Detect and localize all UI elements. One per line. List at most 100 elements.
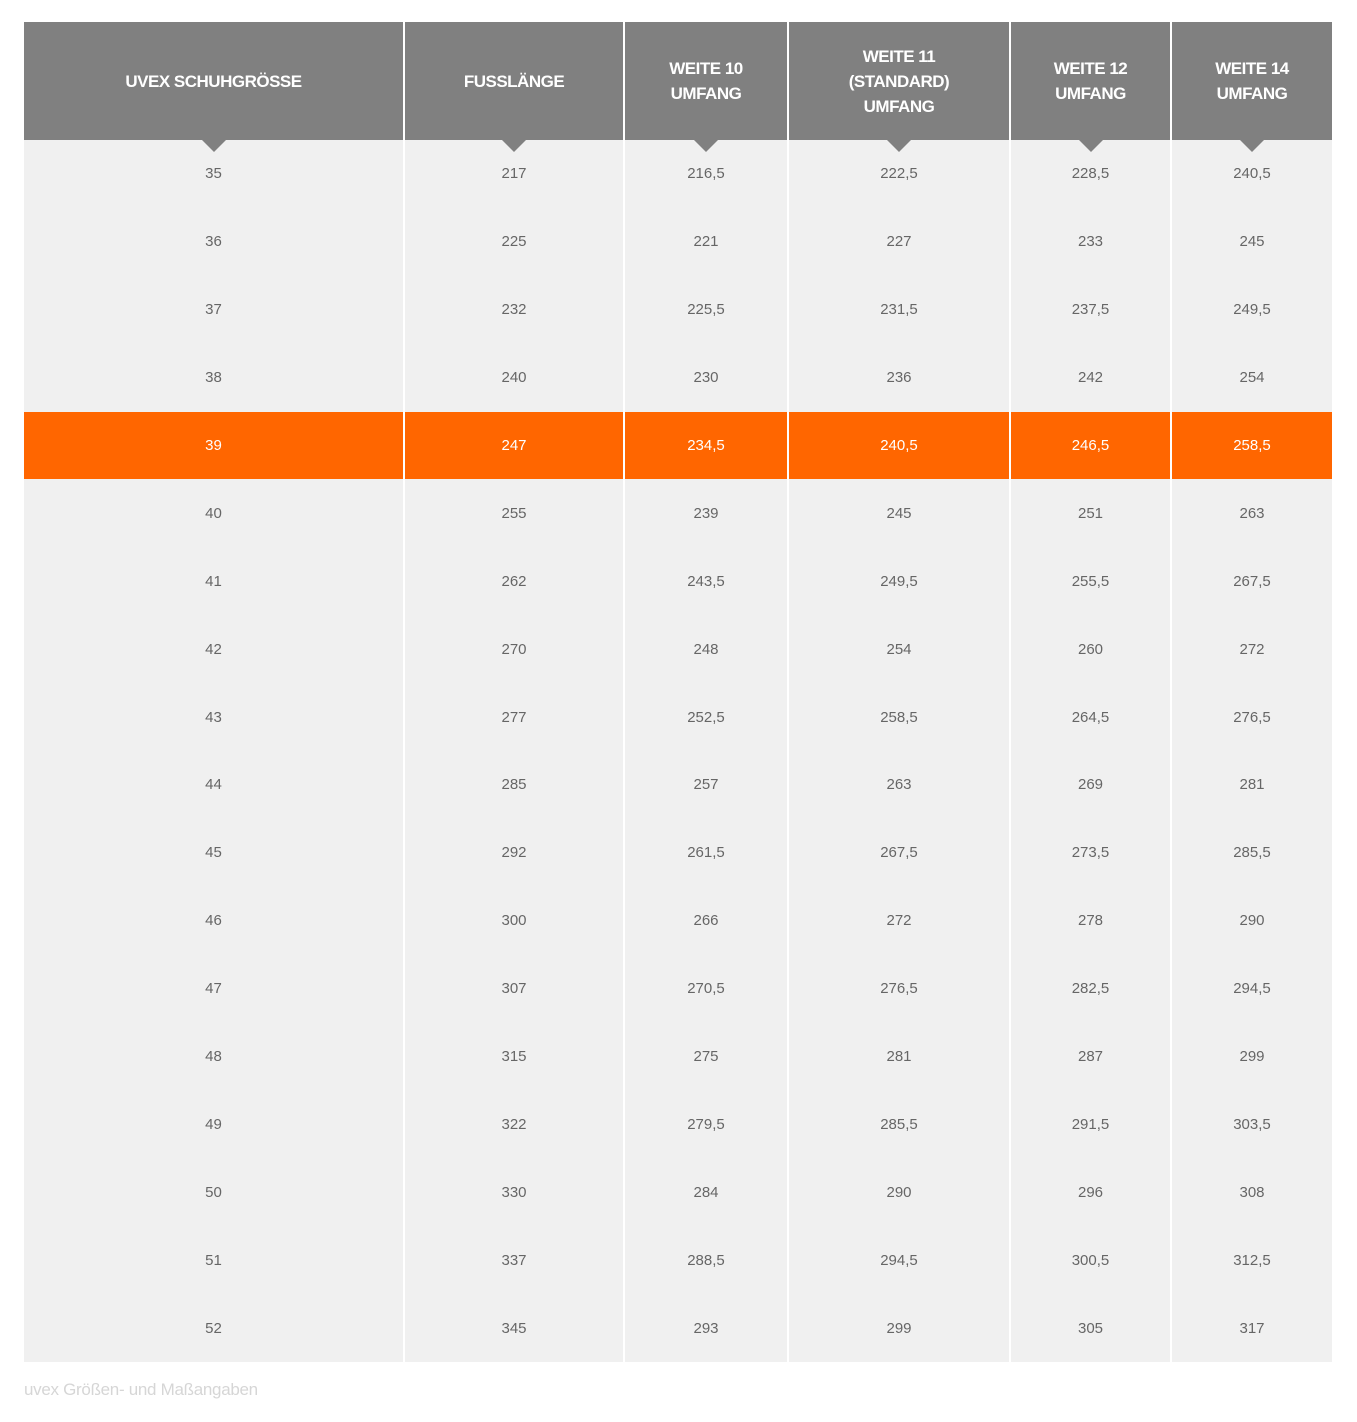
table-cell: 243,5 [623,547,788,616]
caret-down-icon [1240,140,1264,152]
column-header-foot-length: FUSSLÄNGE [403,22,624,152]
table-cell: 269 [1009,751,1171,819]
table-cell: 44 [24,751,404,819]
table-cell: 285 [403,751,624,819]
table-cell: 303,5 [1170,1090,1332,1159]
table-row: 48 315 275 281 287 299 [24,1022,1332,1091]
table-cell: 273,5 [1009,818,1171,887]
table-cell: 270 [403,615,624,684]
table-row: 40 255 239 245 251 263 [24,479,1332,548]
table-cell: 233 [1009,207,1171,276]
table-cell: 234,5 [623,411,788,480]
table-cell: 261,5 [623,818,788,887]
table-row: 38 240 230 236 242 254 [24,343,1332,412]
table-row: 39 247 234,5 240,5 246,5 258,5 [24,411,1332,480]
table-cell: 337 [403,1226,624,1295]
table-cell: 249,5 [787,547,1010,616]
table-cell: 288,5 [623,1226,788,1295]
table-cell: 255,5 [1009,547,1171,616]
table-row: 41 262 243,5 249,5 255,5 267,5 [24,547,1332,616]
table-row: 51 337 288,5 294,5 300,5 312,5 [24,1226,1332,1295]
table-cell: 43 [24,683,404,752]
table-cell: 294,5 [1170,954,1332,1023]
column-header-width-12: WEITE 12 UMFANG [1009,22,1171,152]
table-cell: 248 [623,615,788,684]
table-row: 52 345 293 299 305 317 [24,1294,1332,1363]
table-cell: 251 [1009,479,1171,548]
table-cell: 225,5 [623,275,788,344]
table-cell: 247 [403,411,624,480]
table-cell: 237,5 [1009,275,1171,344]
column-header-width-10: WEITE 10 UMFANG [623,22,788,152]
table-row: 43 277 252,5 258,5 264,5 276,5 [24,683,1332,752]
table-cell: 300,5 [1009,1226,1171,1295]
table-cell: 308 [1170,1158,1332,1227]
table-cell: 255 [403,479,624,548]
table-cell: 294,5 [787,1226,1010,1295]
column-header-label: WEITE 14 UMFANG [1215,59,1289,103]
table-cell: 292 [403,818,624,887]
table-cell: 38 [24,343,404,412]
table-cell: 41 [24,547,404,616]
table-cell: 246,5 [1009,411,1171,480]
table-cell: 48 [24,1022,404,1091]
column-header-label: WEITE 10 UMFANG [669,59,743,103]
table-cell: 299 [1170,1022,1332,1091]
table-cell: 312,5 [1170,1226,1332,1295]
table-cell: 258,5 [787,683,1010,752]
caret-down-icon [694,140,718,152]
table-cell: 37 [24,275,404,344]
table-cell: 40 [24,479,404,548]
table-row: 50 330 284 290 296 308 [24,1158,1332,1227]
table-cell: 260 [1009,615,1171,684]
table-caption: uvex Größen- und Maßangaben [24,1380,258,1399]
table-cell: 307 [403,954,624,1023]
table-cell: 281 [1170,751,1332,819]
table-cell: 287 [1009,1022,1171,1091]
table-cell: 285,5 [1170,818,1332,887]
table-cell: 296 [1009,1158,1171,1227]
caret-down-icon [201,140,226,152]
table-cell: 257 [623,751,788,819]
table-cell: 240,5 [787,411,1010,480]
table-cell: 39 [24,411,404,480]
table-cell: 263 [787,751,1010,819]
table-cell: 278 [1009,886,1171,955]
table-cell: 221 [623,207,788,276]
table-cell: 264,5 [1009,683,1171,752]
table-cell: 46 [24,886,404,955]
table-cell: 291,5 [1009,1090,1171,1159]
table-cell: 262 [403,547,624,616]
table-row: 37 232 225,5 231,5 237,5 249,5 [24,275,1332,344]
caret-down-icon [887,140,911,152]
table-cell: 217 [403,140,624,208]
table-cell: 275 [623,1022,788,1091]
table-cell: 232 [403,275,624,344]
table-cell: 263 [1170,479,1332,548]
column-header-size: UVEX SCHUHGRÖSSE [24,22,404,152]
table-row: 45 292 261,5 267,5 273,5 285,5 [24,818,1332,887]
table-cell: 272 [1170,615,1332,684]
table-cell: 236 [787,343,1010,412]
table-cell: 245 [1170,207,1332,276]
column-header-width-11: WEITE 11 (STANDARD) UMFANG [787,22,1010,152]
table-cell: 345 [403,1294,624,1363]
table-cell: 281 [787,1022,1010,1091]
table-cell: 242 [1009,343,1171,412]
table-cell: 299 [787,1294,1010,1363]
table-cell: 50 [24,1158,404,1227]
table-row: 46 300 266 272 278 290 [24,886,1332,955]
table-cell: 252,5 [623,683,788,752]
table-row: 36 225 221 227 233 245 [24,207,1332,276]
table-row: 42 270 248 254 260 272 [24,615,1332,684]
table-cell: 227 [787,207,1010,276]
table-cell: 267,5 [1170,547,1332,616]
table-cell: 293 [623,1294,788,1363]
table-row: 44 285 257 263 269 281 [24,751,1332,819]
caret-down-icon [502,140,526,152]
table-cell: 330 [403,1158,624,1227]
column-header-label: WEITE 12 UMFANG [1053,59,1128,103]
table-cell: 322 [403,1090,624,1159]
table-row: 47 307 270,5 276,5 282,5 294,5 [24,954,1332,1023]
size-table: UVEX SCHUHGRÖSSE FUSSLÄNGE WEITE 10 UMFANG… [24,22,1332,1363]
